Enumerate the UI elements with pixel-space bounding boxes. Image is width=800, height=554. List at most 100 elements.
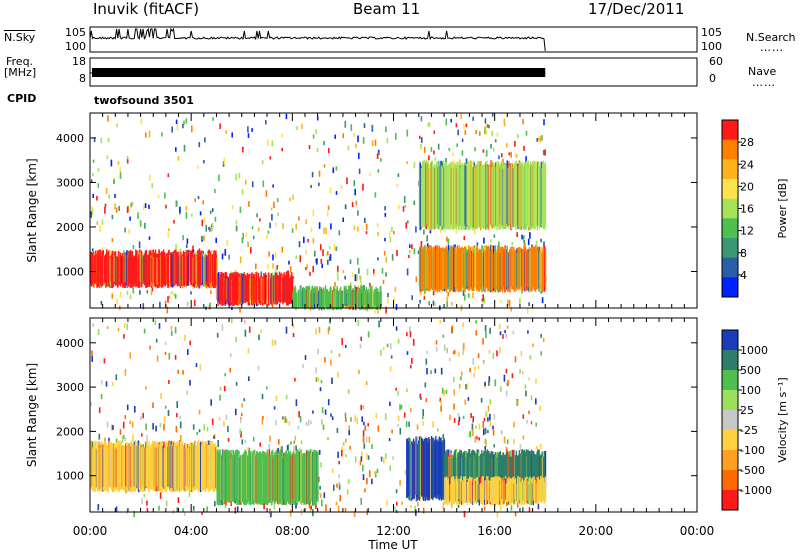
- power-speckle: [247, 133, 250, 138]
- velocity-speckle: [401, 501, 403, 505]
- velocity-speckle: [263, 502, 265, 510]
- power-speckle: [126, 284, 128, 288]
- nsky-panel-frame: [89, 26, 698, 53]
- velocity-speckle: [371, 478, 373, 485]
- power-speckle: [432, 300, 435, 306]
- power-speckle: [415, 226, 417, 233]
- power-speckle: [272, 263, 274, 269]
- power-colorbar-label: 24: [740, 158, 754, 171]
- velocity-speckle: [281, 446, 283, 454]
- velocity-speckle: [528, 410, 530, 415]
- velocity-speckle: [468, 432, 471, 437]
- velocity-speckle: [432, 421, 434, 428]
- power-speckle: [259, 218, 261, 222]
- power-speckle: [369, 282, 371, 289]
- power-speckle: [463, 294, 466, 301]
- velocity-speckle: [337, 451, 339, 458]
- power-speckle: [238, 172, 241, 179]
- power-speckle: [129, 216, 131, 221]
- power-speckle: [464, 129, 467, 135]
- power-speckle: [276, 198, 279, 203]
- velocity-speckle: [489, 327, 491, 334]
- power-speckle: [202, 236, 204, 240]
- power-speckle: [484, 118, 487, 124]
- power-speckle: [327, 259, 329, 265]
- velocity-speckle: [124, 437, 127, 442]
- velocity-speckle: [462, 415, 465, 420]
- velocity-speckle: [132, 434, 134, 442]
- velocity-speckle: [411, 358, 413, 364]
- power-speckle: [171, 126, 173, 133]
- power-speckle: [411, 244, 413, 250]
- velocity-speckle: [271, 339, 274, 347]
- power-speckle: [355, 200, 358, 206]
- power-speckle: [310, 227, 313, 233]
- velocity-speckle: [225, 414, 228, 421]
- velocity-speckle: [122, 421, 125, 429]
- velocity-speckle: [165, 500, 168, 507]
- power-speckle: [515, 154, 518, 158]
- velocity-speckle: [129, 352, 132, 359]
- power-speckle: [351, 272, 354, 278]
- power-speckle: [305, 267, 307, 271]
- velocity-speckle: [469, 367, 471, 373]
- power-speckle: [288, 260, 290, 265]
- velocity-colorbar-label: -500: [740, 464, 765, 477]
- velocity-speckle: [243, 398, 245, 402]
- velocity-speckle: [337, 505, 340, 513]
- power-speckle: [447, 238, 450, 245]
- power-speckle: [251, 226, 254, 230]
- power-speckle: [344, 275, 346, 280]
- velocity-speckle: [143, 494, 146, 498]
- power-speckle: [167, 173, 170, 178]
- power-speckle: [166, 306, 169, 314]
- power-speckle: [329, 187, 332, 194]
- velocity-speckle: [484, 446, 486, 452]
- velocity-speckle: [500, 430, 503, 435]
- power-speckle: [383, 250, 386, 256]
- power-speckle: [175, 119, 178, 125]
- velocity-speckle: [349, 446, 351, 450]
- velocity-speckle: [195, 363, 198, 368]
- velocity-speckle: [111, 424, 113, 431]
- power-speckle: [429, 229, 432, 234]
- velocity-speckle: [540, 333, 542, 338]
- velocity-speckle: [474, 436, 477, 443]
- time-tick-label: 00:00: [680, 524, 715, 538]
- velocity-speckle: [341, 450, 343, 457]
- power-speckle: [376, 153, 379, 159]
- power-speckle: [126, 159, 129, 164]
- velocity-speckle: [484, 325, 487, 332]
- power-speckle: [274, 251, 277, 259]
- velocity-colorbar-cell: [722, 370, 738, 391]
- velocity-speckle: [141, 433, 143, 437]
- velocity-speckle: [123, 334, 125, 339]
- velocity-speckle: [262, 416, 264, 420]
- power-speckle: [354, 188, 356, 196]
- velocity-speckle: [335, 501, 338, 506]
- power-speckle: [270, 207, 273, 211]
- velocity-speckle: [530, 395, 533, 401]
- power-speckle: [377, 169, 380, 173]
- velocity-speckle: [318, 326, 321, 333]
- power-speckle: [167, 232, 170, 238]
- velocity-colorbar-title: Velocity [m s⁻¹]: [776, 377, 789, 462]
- velocity-speckle: [384, 413, 387, 421]
- velocity-speckle: [155, 425, 157, 432]
- power-speckle: [357, 226, 359, 232]
- velocity-speckle: [268, 443, 270, 451]
- freq-label: Freq.: [6, 55, 34, 68]
- velocity-colorbar-cell: [722, 330, 738, 351]
- power-speckle: [119, 172, 122, 179]
- velocity-speckle: [361, 416, 363, 423]
- velocity-speckle: [441, 387, 444, 394]
- velocity-speckle: [324, 409, 327, 415]
- power-speckle: [114, 194, 116, 198]
- power-speckle: [481, 298, 484, 302]
- velocity-speckle: [365, 381, 368, 386]
- velocity-speckle: [415, 509, 417, 516]
- power-speckle: [421, 137, 423, 143]
- velocity-speckle: [294, 435, 297, 441]
- velocity-speckle: [492, 352, 495, 359]
- velocity-colorbar-label: -25: [740, 424, 758, 437]
